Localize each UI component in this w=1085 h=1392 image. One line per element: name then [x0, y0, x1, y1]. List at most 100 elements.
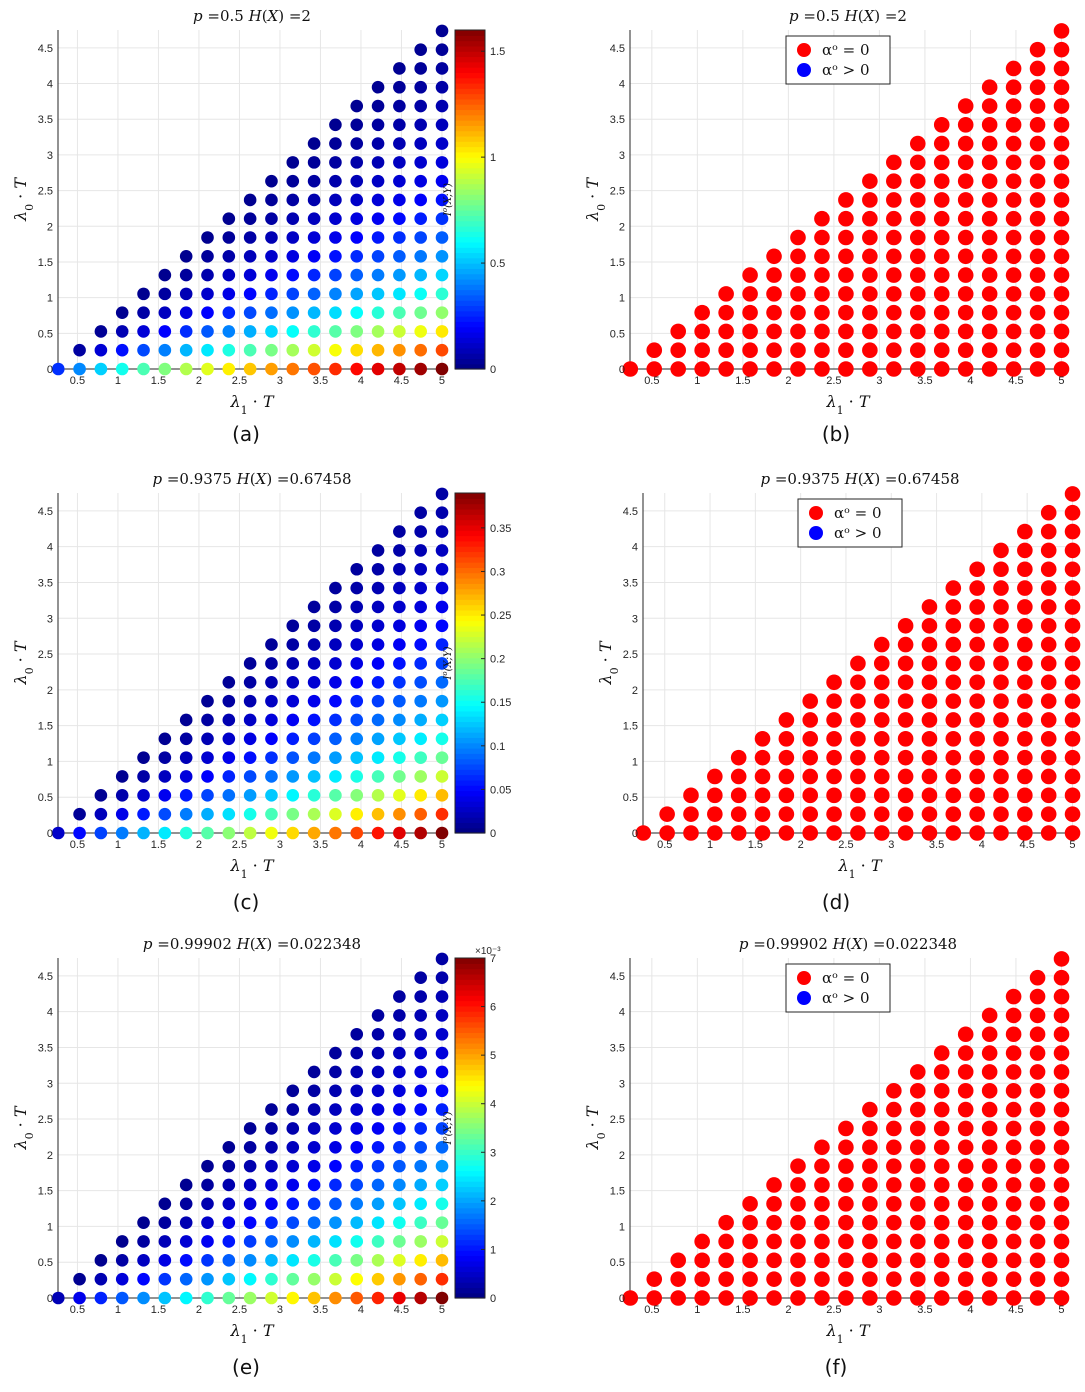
data-point	[414, 1216, 427, 1229]
data-point	[1040, 561, 1057, 578]
data-point	[1040, 580, 1057, 596]
data-point	[350, 1140, 364, 1154]
data-point	[742, 1271, 758, 1287]
data-point	[1029, 1196, 1046, 1212]
data-point	[790, 1177, 806, 1193]
data-point	[201, 694, 214, 708]
data-point	[1064, 768, 1081, 785]
data-point	[1005, 117, 1022, 133]
data-point	[981, 192, 998, 208]
colorbar-segment	[455, 1207, 485, 1214]
data-point	[707, 825, 723, 841]
data-point	[350, 1122, 364, 1135]
data-point	[350, 826, 364, 840]
data-point	[243, 1197, 257, 1211]
data-point	[886, 1290, 902, 1306]
data-point	[718, 304, 734, 321]
data-point	[838, 1271, 854, 1287]
data-point	[179, 343, 193, 357]
data-point	[371, 1009, 385, 1022]
data-point	[371, 1272, 385, 1286]
colorbar-segment	[455, 593, 485, 600]
data-point	[1053, 1271, 1070, 1287]
data-point	[1005, 304, 1022, 321]
data-point	[945, 787, 962, 804]
colorbar-segment	[455, 40, 485, 47]
colorbar-frame	[454, 957, 486, 1299]
data-point	[1053, 951, 1070, 967]
data-point	[435, 694, 449, 708]
data-point	[838, 1196, 854, 1212]
data-point	[243, 325, 257, 338]
data-point	[646, 1290, 663, 1306]
data-point	[1029, 154, 1046, 171]
data-point	[201, 1235, 214, 1248]
data-point	[435, 619, 449, 633]
data-point	[873, 825, 890, 841]
data-point	[115, 826, 129, 840]
data-point	[1053, 267, 1070, 283]
data-point	[414, 137, 427, 150]
data-point	[981, 248, 998, 265]
y-axis-label: λ0 · T	[11, 640, 36, 685]
data-point	[435, 1065, 449, 1079]
data-point	[435, 80, 449, 94]
data-point	[790, 1214, 806, 1231]
x-tick-label: 5	[439, 1304, 445, 1316]
x-tick-label: 1	[694, 1304, 700, 1316]
data-point	[1005, 192, 1022, 208]
data-point	[286, 1254, 300, 1267]
data-point	[850, 693, 866, 709]
data-point	[921, 749, 938, 766]
x-tick-label: 3	[277, 375, 283, 387]
data-point	[329, 675, 342, 689]
data-point	[393, 807, 406, 821]
data-point	[1040, 599, 1057, 615]
data-point	[766, 1290, 782, 1306]
data-point	[94, 1254, 108, 1267]
data-point	[329, 1084, 342, 1098]
data-point	[838, 1177, 854, 1193]
data-point	[1017, 580, 1033, 596]
data-point	[265, 770, 278, 783]
data-point	[393, 1046, 406, 1060]
data-point	[414, 732, 427, 746]
data-point	[222, 325, 236, 338]
data-point	[1005, 1007, 1022, 1024]
colorbar-segment	[455, 694, 485, 701]
data-point	[286, 770, 300, 783]
colorbar-segment	[455, 1122, 485, 1129]
colorbar-segment	[455, 1133, 485, 1140]
data-point	[1040, 523, 1057, 540]
data-point	[1005, 1233, 1022, 1250]
colorbar-segment	[455, 1000, 485, 1007]
data-point	[993, 580, 1009, 596]
data-point	[646, 361, 663, 377]
data-point	[307, 732, 321, 746]
data-point	[243, 789, 257, 802]
data-point	[718, 1271, 734, 1287]
data-point	[265, 638, 278, 651]
x-tick-label: 2.5	[232, 375, 247, 387]
data-point	[350, 306, 364, 319]
colorbar-segment	[455, 615, 485, 622]
data-point	[1017, 749, 1033, 766]
data-point	[329, 193, 342, 207]
data-point	[371, 638, 385, 651]
data-point	[201, 751, 214, 764]
data-point	[222, 306, 236, 319]
data-point	[435, 675, 449, 689]
data-point	[707, 768, 723, 785]
data-point	[981, 1177, 998, 1193]
data-point	[222, 789, 236, 802]
data-point	[957, 342, 974, 359]
data-point	[286, 268, 300, 282]
data-point	[1029, 210, 1046, 227]
data-point	[862, 1290, 878, 1306]
data-point	[766, 342, 782, 359]
data-point	[790, 1233, 806, 1250]
data-point	[766, 1233, 782, 1250]
colorbar-segment	[455, 342, 485, 349]
data-point	[286, 1140, 300, 1154]
colorbar-segment	[455, 498, 485, 505]
